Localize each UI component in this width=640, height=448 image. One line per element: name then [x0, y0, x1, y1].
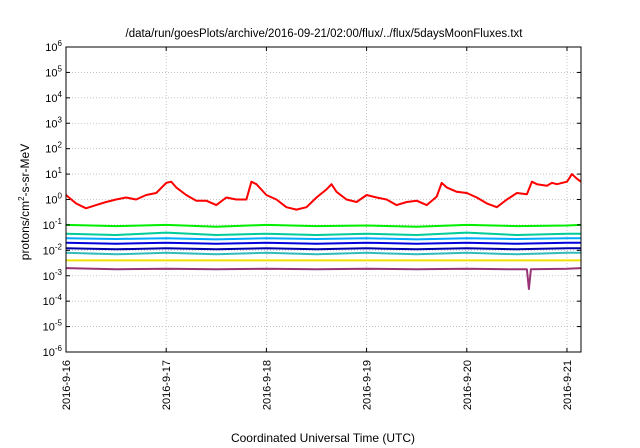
y-tick-base: 10: [45, 144, 57, 156]
y-tick-exponent: 3: [58, 115, 63, 124]
y-tick-label: 10-2: [43, 242, 63, 257]
y-tick-base: 10: [43, 220, 55, 232]
y-tick-label: 100: [45, 192, 62, 207]
chart-title: /data/run/goesPlots/archive/2016-09-21/0…: [126, 28, 524, 40]
y-tick-label: 105: [45, 64, 62, 79]
y-tick-label: 106: [45, 39, 62, 54]
x-tick-label: 2016-9-18: [261, 360, 273, 410]
y-tick-base: 10: [45, 169, 57, 181]
series-line-5: [65, 241, 581, 245]
y-tick-exponent: 1: [58, 166, 63, 175]
y-tick-base: 10: [45, 67, 57, 79]
y-tick-exponent: -6: [55, 344, 63, 353]
y-tick-base: 10: [45, 118, 57, 130]
y-tick-base: 10: [43, 347, 55, 359]
grid-lines: [65, 46, 581, 353]
series-line-2: [65, 223, 582, 228]
y-tick-exponent: -2: [55, 242, 63, 251]
y-axis-label-exponent: 2: [17, 196, 26, 201]
x-tick-label: 2016-9-19: [362, 360, 374, 410]
y-tick-label: 10-5: [43, 319, 63, 334]
y-axis-label-rest: -s-sr-MeV: [18, 144, 32, 197]
y-tick-exponent: -3: [55, 268, 63, 277]
y-tick-exponent: 5: [58, 64, 63, 73]
y-tick-base: 10: [43, 245, 55, 257]
y-axis-label: protons/cm2-s-sr-MeV: [17, 144, 32, 260]
y-tick-exponent: 6: [58, 39, 63, 48]
y-tick-base: 10: [45, 42, 57, 54]
y-tick-exponent: -5: [55, 319, 63, 328]
y-tick-exponent: 0: [58, 192, 63, 201]
y-tick-label: 101: [45, 166, 62, 181]
y-tick-exponent: -1: [55, 217, 63, 226]
series-line-9: [65, 267, 582, 290]
y-tick-label: 10-3: [43, 268, 63, 283]
y-tick-label: 103: [45, 115, 62, 130]
y-tick-exponent: 2: [58, 141, 63, 150]
plot-frame: [65, 46, 582, 353]
y-axis-label-unit: protons/cm: [18, 201, 32, 260]
series-line-7: [65, 251, 581, 256]
y-tick-base: 10: [43, 271, 55, 283]
y-tick-label: 102: [45, 141, 62, 156]
series-line-3: [65, 231, 581, 236]
y-tick-exponent: 4: [58, 90, 63, 99]
x-axis-ticks: 2016-9-16 2016-9-17 2016-9-18 2016-9-19 2016…: [61, 47, 574, 410]
y-tick-exponent: -4: [55, 293, 63, 302]
y-axis-ticks: 10-610-510-410-310-210-11001011021031041…: [43, 39, 581, 359]
y-tick-base: 10: [45, 93, 57, 105]
y-tick-label: 104: [45, 90, 62, 105]
series-line-6: [65, 247, 581, 251]
y-tick-base: 10: [43, 322, 55, 334]
y-tick-base: 10: [43, 296, 55, 308]
y-tick-base: 10: [45, 195, 57, 207]
x-tick-label: 2016-9-17: [161, 360, 173, 410]
x-tick-label: 2016-9-16: [61, 360, 73, 410]
series-line-1: [65, 173, 582, 211]
x-axis-label: Coordinated Universal Time (UTC): [231, 431, 415, 445]
y-tick-label: 10-4: [43, 293, 63, 308]
series-line-4: [65, 237, 581, 241]
data-series-group: [65, 173, 582, 290]
x-tick-label: 2016-9-20: [462, 360, 474, 410]
x-tick-label: 2016-9-21: [562, 360, 574, 410]
y-tick-label: 10-6: [43, 344, 63, 359]
y-tick-label: 10-1: [43, 217, 63, 232]
